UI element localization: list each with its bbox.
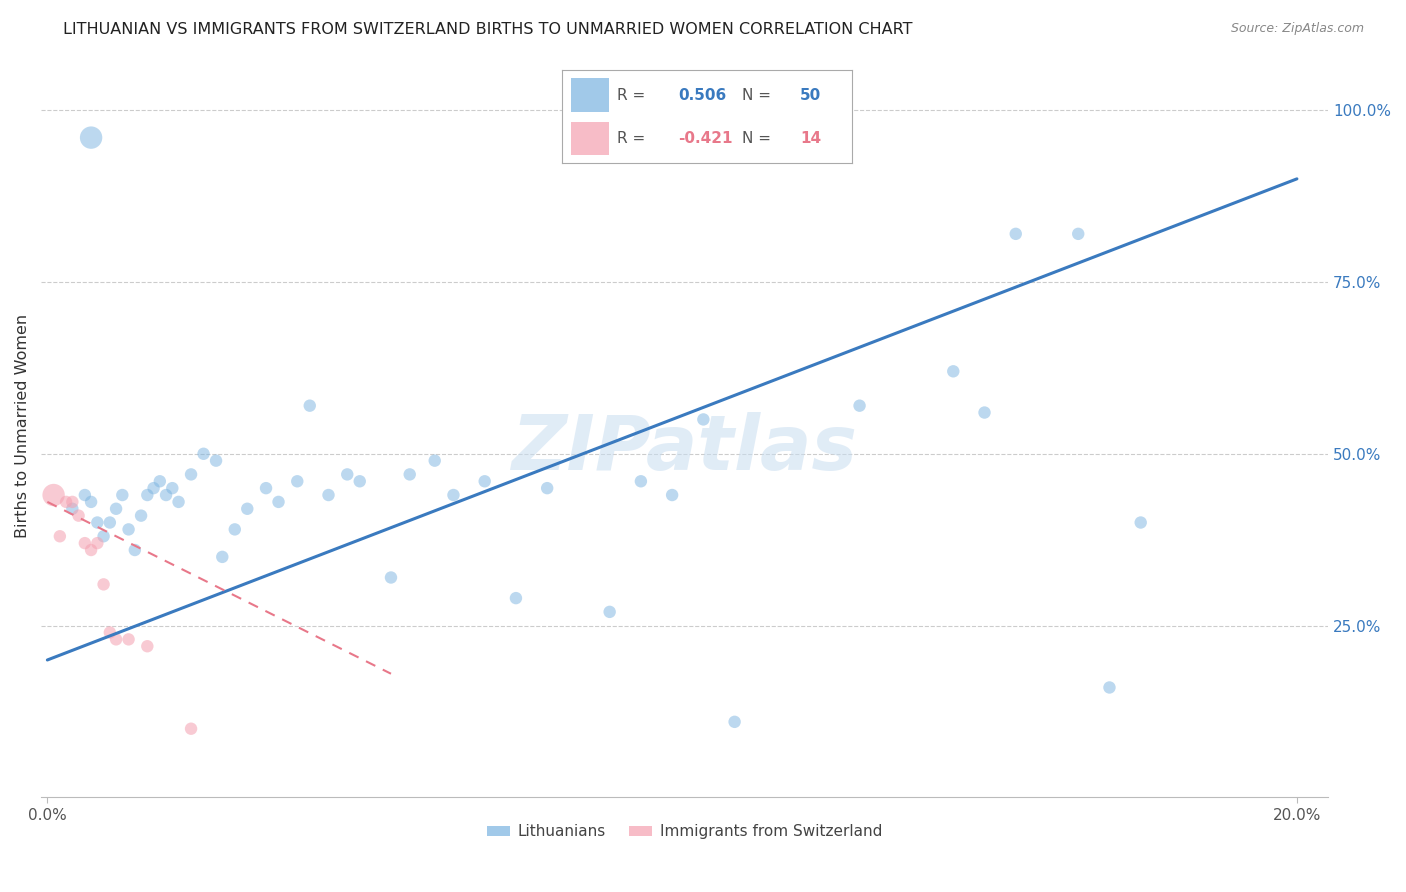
Point: [80, 495, 103, 509]
Point: [136, 639, 159, 653]
Point: [599, 605, 621, 619]
Point: [73, 536, 96, 550]
Point: [298, 399, 321, 413]
Point: [505, 591, 527, 606]
Point: [1129, 516, 1152, 530]
Point: [80, 543, 103, 558]
Point: [285, 475, 308, 489]
Point: [124, 543, 146, 558]
Point: [630, 475, 652, 489]
Point: [398, 467, 420, 482]
Point: [86, 536, 108, 550]
Point: [380, 570, 402, 584]
Point: [167, 495, 190, 509]
Point: [1004, 227, 1026, 241]
Point: [55, 495, 77, 509]
Point: [1098, 681, 1121, 695]
Point: [162, 481, 184, 495]
Point: [60, 495, 83, 509]
Point: [80, 130, 103, 145]
Y-axis label: Births to Unmarried Women: Births to Unmarried Women: [15, 314, 30, 539]
Point: [848, 399, 870, 413]
Point: [93, 529, 115, 543]
Point: [49, 529, 72, 543]
Point: [1067, 227, 1090, 241]
Point: [136, 488, 159, 502]
Point: [318, 488, 340, 502]
Point: [155, 488, 177, 502]
Point: [111, 488, 134, 502]
Text: ZIPatlas: ZIPatlas: [512, 411, 858, 485]
Point: [423, 453, 446, 467]
Point: [73, 488, 96, 502]
Point: [692, 412, 714, 426]
Point: [86, 516, 108, 530]
Point: [60, 501, 83, 516]
Point: [267, 495, 290, 509]
Point: [973, 405, 995, 419]
Point: [105, 501, 128, 516]
Point: [205, 453, 228, 467]
Point: [211, 549, 233, 564]
Point: [336, 467, 359, 482]
Point: [180, 467, 202, 482]
Point: [443, 488, 465, 502]
Point: [254, 481, 277, 495]
Point: [536, 481, 558, 495]
Legend: Lithuanians, Immigrants from Switzerland: Lithuanians, Immigrants from Switzerland: [481, 818, 889, 846]
Point: [149, 475, 172, 489]
Point: [117, 522, 139, 536]
Point: [193, 447, 215, 461]
Point: [723, 714, 745, 729]
Point: [224, 522, 246, 536]
Point: [474, 475, 496, 489]
Text: LITHUANIAN VS IMMIGRANTS FROM SWITZERLAND BIRTHS TO UNMARRIED WOMEN CORRELATION : LITHUANIAN VS IMMIGRANTS FROM SWITZERLAN…: [63, 22, 912, 37]
Point: [98, 625, 121, 640]
Point: [93, 577, 115, 591]
Point: [42, 488, 65, 502]
Point: [236, 501, 259, 516]
Text: Source: ZipAtlas.com: Source: ZipAtlas.com: [1230, 22, 1364, 36]
Point: [117, 632, 139, 647]
Point: [105, 632, 128, 647]
Point: [661, 488, 683, 502]
Point: [98, 516, 121, 530]
Point: [180, 722, 202, 736]
Point: [942, 364, 965, 378]
Point: [67, 508, 90, 523]
Point: [129, 508, 152, 523]
Point: [349, 475, 371, 489]
Point: [142, 481, 165, 495]
